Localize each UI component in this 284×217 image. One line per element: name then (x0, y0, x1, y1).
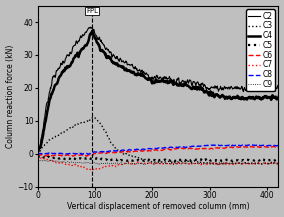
C2 (218, 88, 221, 90)
C4 (277, 96, 280, 98)
C8 (36, 153, 40, 156)
C6 (277, 146, 280, 149)
C9 (132, 162, 135, 164)
Line: C7: C7 (37, 157, 278, 170)
C5 (65, 157, 69, 160)
C5 (277, 159, 280, 162)
C6 (212, 148, 215, 150)
C3 (209, 163, 212, 166)
C9 (141, 163, 145, 166)
C4 (78, 51, 82, 53)
C7 (189, 161, 192, 164)
Line: C5: C5 (37, 156, 278, 161)
C5 (212, 159, 216, 161)
C9 (65, 161, 69, 163)
C7 (93, 169, 96, 171)
C3 (65, 129, 68, 132)
C5 (40, 155, 43, 157)
Line: C8: C8 (37, 145, 278, 154)
C4 (218, 96, 221, 99)
C5 (189, 159, 192, 162)
C2 (78, 37, 82, 39)
C9 (49, 159, 53, 161)
Line: C9: C9 (37, 160, 278, 165)
C4 (197, 87, 201, 90)
X-axis label: Vertical displacement of removed column (mm): Vertical displacement of removed column … (67, 202, 249, 211)
Y-axis label: Column reaction force (kN): Column reaction force (kN) (6, 44, 14, 148)
C3 (277, 163, 280, 165)
C2 (89, 26, 92, 28)
C4 (91, 30, 94, 32)
C8 (212, 144, 215, 147)
C5 (36, 155, 39, 158)
C5 (132, 159, 135, 161)
C8 (132, 148, 135, 151)
C7 (38, 156, 42, 159)
C8 (115, 150, 118, 152)
C3 (91, 116, 94, 119)
C7 (211, 162, 214, 164)
C8 (188, 145, 191, 148)
C9 (211, 162, 214, 165)
C2 (145, 73, 149, 75)
C6 (115, 151, 118, 154)
Line: C3: C3 (37, 117, 278, 164)
C6 (85, 155, 88, 157)
C6 (36, 154, 39, 156)
C8 (65, 153, 69, 155)
C5 (115, 159, 118, 161)
C4 (145, 78, 149, 80)
C3 (211, 162, 214, 165)
C9 (212, 162, 216, 164)
C3 (36, 153, 39, 155)
Legend: C2, C3, C4, C5, C6, C7, C8, C9: C2, C3, C4, C5, C6, C7, C8, C9 (246, 9, 275, 91)
C8 (36, 153, 39, 156)
C8 (277, 144, 280, 147)
C5 (173, 160, 176, 162)
C2 (178, 82, 181, 84)
C8 (210, 144, 214, 146)
C6 (210, 147, 214, 150)
C6 (132, 150, 135, 153)
C6 (272, 145, 275, 148)
C2 (98, 38, 102, 41)
C9 (36, 159, 39, 162)
C9 (115, 161, 118, 164)
Text: FPL: FPL (86, 8, 98, 14)
C4 (98, 47, 102, 49)
C7 (116, 164, 119, 167)
C9 (189, 162, 192, 165)
C7 (36, 156, 39, 159)
Line: C4: C4 (37, 31, 278, 153)
C2 (277, 85, 280, 88)
C7 (277, 162, 280, 164)
C2 (36, 150, 39, 153)
C3 (188, 160, 191, 163)
C7 (65, 163, 69, 165)
C3 (212, 162, 216, 165)
C7 (212, 162, 216, 165)
C9 (277, 162, 280, 164)
C5 (211, 159, 214, 161)
C4 (36, 152, 39, 155)
Line: C2: C2 (37, 27, 278, 151)
C3 (132, 155, 135, 158)
C6 (188, 147, 191, 150)
Line: C6: C6 (37, 146, 278, 156)
C4 (178, 82, 181, 85)
C8 (250, 144, 254, 146)
C7 (132, 162, 136, 165)
C3 (115, 148, 118, 151)
C2 (197, 84, 201, 86)
C6 (65, 154, 68, 156)
